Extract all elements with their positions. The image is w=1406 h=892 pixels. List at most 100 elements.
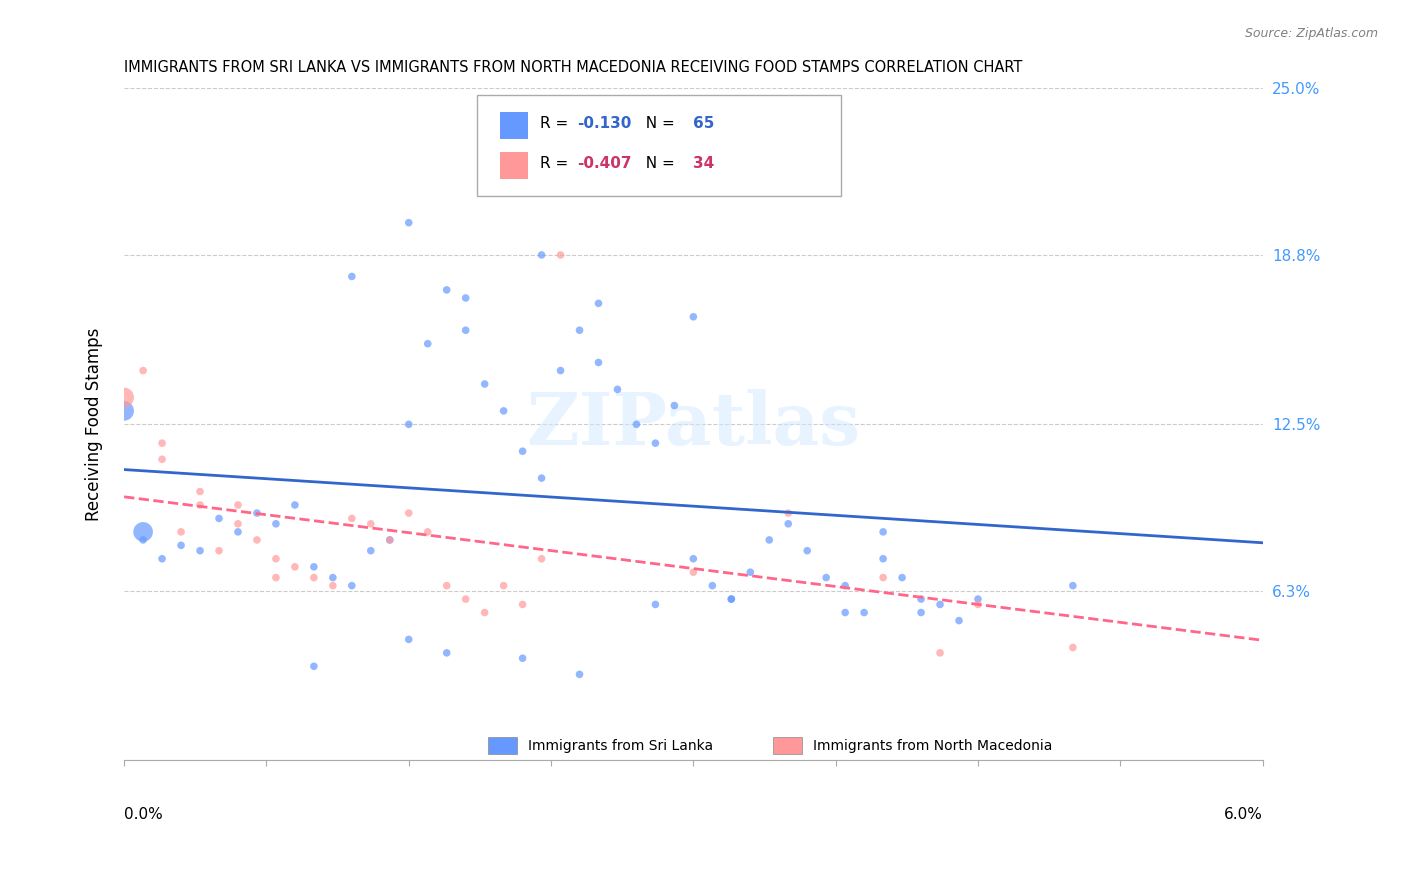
Point	[340, 269, 363, 284]
Point	[188, 543, 211, 558]
Text: Immigrants from North Macedonia: Immigrants from North Macedonia	[813, 739, 1052, 753]
Point	[264, 516, 287, 531]
Text: ZIPatlas: ZIPatlas	[526, 389, 860, 460]
Point	[778, 506, 800, 520]
Point	[872, 571, 894, 585]
Point	[720, 592, 742, 607]
FancyBboxPatch shape	[773, 737, 801, 754]
Point	[568, 667, 591, 681]
Point	[360, 543, 382, 558]
Text: IMMIGRANTS FROM SRI LANKA VS IMMIGRANTS FROM NORTH MACEDONIA RECEIVING FOOD STAM: IMMIGRANTS FROM SRI LANKA VS IMMIGRANTS …	[124, 60, 1022, 75]
Point	[226, 524, 249, 539]
Text: Source: ZipAtlas.com: Source: ZipAtlas.com	[1244, 27, 1378, 40]
Point	[872, 551, 894, 566]
Point	[967, 598, 990, 612]
Point	[340, 579, 363, 593]
Point	[948, 614, 970, 628]
Text: R =: R =	[540, 116, 572, 131]
Point	[853, 606, 876, 620]
Point	[378, 533, 401, 547]
Point	[436, 646, 458, 660]
Point	[682, 565, 704, 579]
Point	[226, 498, 249, 512]
Point	[530, 248, 553, 262]
Point	[398, 632, 420, 647]
Text: 0.0%: 0.0%	[124, 807, 163, 822]
Point	[910, 606, 932, 620]
Point	[150, 551, 173, 566]
Point	[512, 598, 534, 612]
Point	[112, 404, 135, 418]
Point	[550, 248, 572, 262]
Point	[872, 524, 894, 539]
Point	[378, 533, 401, 547]
Text: 34: 34	[693, 156, 714, 171]
Point	[512, 444, 534, 458]
Point	[967, 592, 990, 607]
Point	[492, 175, 515, 189]
Point	[208, 543, 231, 558]
Point	[398, 216, 420, 230]
Point	[454, 323, 477, 337]
Point	[284, 498, 307, 512]
Point	[170, 524, 193, 539]
Point	[454, 291, 477, 305]
Point	[568, 323, 591, 337]
Point	[150, 436, 173, 450]
Point	[1062, 579, 1084, 593]
Point	[302, 659, 325, 673]
Point	[778, 516, 800, 531]
Point	[302, 559, 325, 574]
Point	[284, 559, 307, 574]
Point	[492, 579, 515, 593]
Point	[796, 543, 818, 558]
Point	[588, 296, 610, 310]
Point	[530, 471, 553, 485]
Point	[246, 533, 269, 547]
Point	[588, 355, 610, 369]
Point	[644, 598, 666, 612]
Point	[682, 310, 704, 324]
Y-axis label: Receiving Food Stamps: Receiving Food Stamps	[86, 327, 103, 521]
Point	[910, 592, 932, 607]
Point	[740, 565, 762, 579]
Point	[702, 579, 724, 593]
FancyBboxPatch shape	[488, 737, 517, 754]
Point	[208, 511, 231, 525]
Point	[132, 524, 155, 539]
Point	[302, 571, 325, 585]
Point	[512, 651, 534, 665]
Point	[246, 506, 269, 520]
Point	[550, 363, 572, 377]
Point	[132, 533, 155, 547]
Point	[682, 551, 704, 566]
Text: -0.130: -0.130	[578, 116, 631, 131]
Point	[644, 436, 666, 450]
Point	[815, 571, 838, 585]
Point	[264, 551, 287, 566]
Point	[474, 376, 496, 391]
Point	[150, 452, 173, 467]
FancyBboxPatch shape	[499, 153, 529, 179]
Point	[1062, 640, 1084, 655]
Point	[626, 417, 648, 432]
Text: -0.407: -0.407	[578, 156, 631, 171]
Text: Immigrants from Sri Lanka: Immigrants from Sri Lanka	[529, 739, 713, 753]
Point	[720, 592, 742, 607]
FancyBboxPatch shape	[477, 95, 841, 196]
Point	[929, 598, 952, 612]
Point	[416, 524, 439, 539]
Point	[188, 498, 211, 512]
Text: 65: 65	[693, 116, 714, 131]
Text: R =: R =	[540, 156, 572, 171]
Point	[360, 516, 382, 531]
Point	[264, 571, 287, 585]
Text: N =: N =	[637, 156, 681, 171]
Point	[416, 336, 439, 351]
Point	[226, 516, 249, 531]
Point	[340, 511, 363, 525]
Point	[929, 646, 952, 660]
Point	[834, 606, 856, 620]
Point	[398, 417, 420, 432]
Point	[112, 391, 135, 405]
